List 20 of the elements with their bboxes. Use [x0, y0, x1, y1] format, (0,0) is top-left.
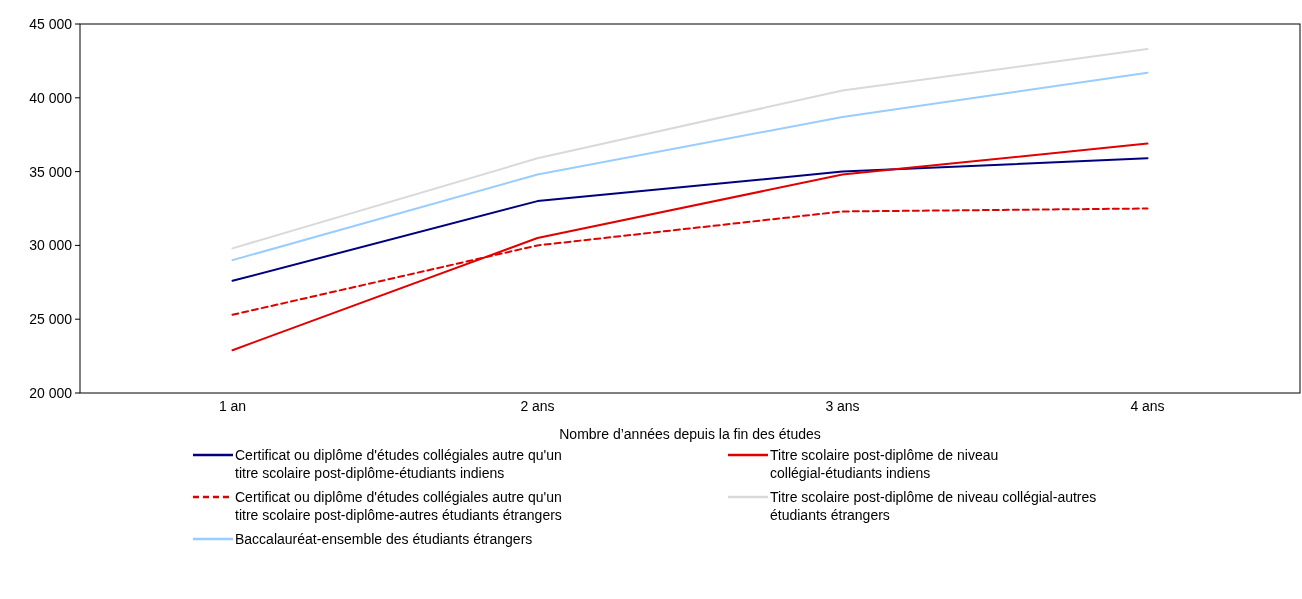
- y-tick-label: 35 000: [29, 163, 73, 180]
- x-tick-label: 4 ans: [1130, 398, 1165, 414]
- y-tick-label: 25 000: [29, 311, 73, 328]
- x-tick-label: 1 an: [218, 398, 247, 414]
- legend-label: Certificat ou diplôme d'études collégiales autre qu'un titre scolaire post-diplôme-étudiants indiens: [235, 446, 562, 481]
- line-series: [231, 71, 1149, 262]
- legend-label: Titre scolaire post-diplôme de niveau collégial-étudiants indiens: [770, 446, 999, 481]
- legend-label: Titre scolaire post-diplôme de niveau collégial-autres étudiants étrangers: [770, 488, 1097, 523]
- y-tick-label: 40 000: [29, 89, 73, 106]
- line-series: [231, 142, 1149, 352]
- x-tick-label: 2 ans: [520, 398, 555, 414]
- y-tick-label: 45 000: [29, 15, 73, 32]
- y-tick-label: 30 000: [29, 237, 73, 254]
- y-tick-label: 20 000: [29, 384, 73, 401]
- x-tick-label: 3 ans: [825, 398, 860, 414]
- line-series: [231, 48, 1149, 250]
- x-axis-title: Nombre d’années depuis la fin des études: [559, 426, 821, 442]
- line-series: [231, 157, 1149, 282]
- legend-label: Baccalauréat-ensemble des étudiants étrangers: [235, 530, 533, 547]
- legend-label: Certificat ou diplôme d'études collégiales autre qu'un titre scolaire post-diplôme-autres étudiants étrangers: [235, 488, 562, 523]
